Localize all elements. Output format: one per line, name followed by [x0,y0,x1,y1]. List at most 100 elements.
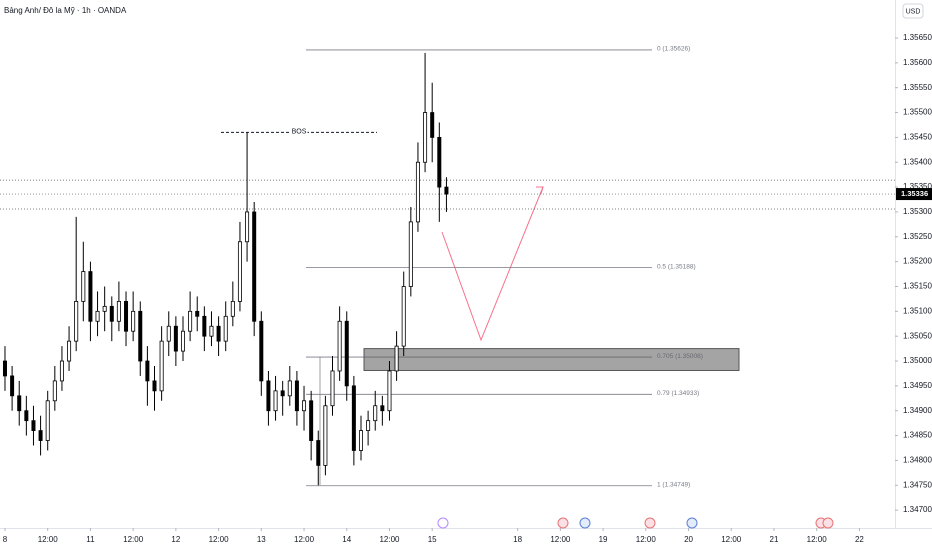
candle-body [2,360,7,377]
x-tick-label: 15 [428,535,437,544]
x-tick-label: 18 [513,535,522,544]
candle-body [394,345,399,372]
candle-body [302,400,307,412]
candle-body [273,390,278,412]
y-tick-label: 1.34700 [903,505,932,514]
candle-body [316,440,321,466]
x-tick-label: 12:00 [379,535,400,544]
x-tick-label: 11 [86,535,95,544]
candle-body [294,380,299,412]
event-icons [437,517,834,529]
candle-body [358,430,363,451]
last-price-label: 1.35336 [901,189,928,198]
candle-body [102,305,107,312]
x-tick-label: 12:00 [123,535,144,544]
y-tick-label: 1.35300 [903,207,932,216]
fib-label: 1 (1.34749) [657,481,690,488]
candle-body [52,380,57,402]
candle-body [344,320,349,387]
y-tick-label: 1.34950 [903,381,932,390]
y-tick-label: 1.35450 [903,133,932,142]
candle-body [59,360,64,382]
candle-body [373,405,378,422]
candle-body [330,370,335,407]
x-tick-label: 12:00 [721,535,742,544]
y-tick-label: 1.35050 [903,331,932,340]
event-icon[interactable] [822,517,834,529]
candle-body [245,211,250,243]
candle-body [223,315,228,342]
y-tick-label: 1.35600 [903,58,932,67]
candle-body [145,360,150,382]
y-tick-label: 1.35550 [903,83,932,92]
candle-body [309,400,314,441]
candle-body [45,400,50,441]
bos-label: BOS [292,128,307,135]
candle-body [31,420,36,431]
event-icon[interactable] [644,517,656,529]
order-block-zone [363,348,740,371]
y-tick-label: 1.35400 [903,157,932,166]
x-tick-label: 12:00 [807,535,828,544]
event-icon[interactable] [686,517,698,529]
projection-arrow [536,186,544,195]
x-tick-label: 12:00 [294,535,315,544]
candle-body [109,305,114,322]
x-tick-label: 20 [684,535,693,544]
currency-label[interactable]: USD [906,8,921,15]
candle-body [188,310,193,332]
candle-body [88,271,93,322]
candle-body [351,385,356,451]
candle-body [180,330,185,352]
currency-button[interactable] [902,3,924,19]
y-tick-label: 1.34900 [903,406,932,415]
y-tick-label: 1.34750 [903,480,932,489]
candle-body [366,420,371,431]
event-icon[interactable] [557,517,569,529]
candle-body [415,161,420,223]
symbol-title: Bảng Anh/ Đô la Mỹ · 1h · OANDA [4,6,127,15]
candle-body [95,310,100,322]
x-tick-label: 12:00 [550,535,571,544]
candle-body [216,325,221,342]
candle-body [259,320,264,382]
y-tick-label: 1.35500 [903,108,932,117]
candle-body [209,325,214,337]
candle-body [380,405,385,412]
candle-body [437,137,442,188]
event-icon[interactable] [437,517,449,529]
x-tick-label: 12 [171,535,180,544]
candle-body [237,241,242,302]
y-tick-label: 1.34850 [903,431,932,440]
candle-body [401,286,406,347]
last-price-tag [896,188,932,201]
x-tick-label: 14 [342,535,351,544]
y-tick-label: 1.35650 [903,33,932,42]
candle-body [408,221,413,287]
x-tick-label: 21 [770,535,779,544]
candle-body [266,380,271,412]
candle-body [131,310,136,332]
x-tick-label: 13 [257,535,266,544]
candle-body [67,340,72,362]
y-tick-label: 1.35350 [903,182,932,191]
y-tick-label: 1.35000 [903,356,932,365]
y-tick-label: 1.35100 [903,306,932,315]
y-tick-label: 1.35150 [903,282,932,291]
candle-body [280,390,285,397]
x-tick-label: 8 [3,535,8,544]
candle-body [387,370,392,412]
candle-body [252,211,257,322]
event-icon[interactable] [579,517,591,529]
candle-body [74,300,79,342]
candle-body [17,395,22,412]
candle-body [159,340,164,392]
candle-body [173,325,178,352]
candle-body [430,112,435,138]
x-tick-label: 12:00 [38,535,59,544]
candle-body [24,410,29,422]
x-tick-label: 19 [599,535,608,544]
candle-body [81,271,86,302]
